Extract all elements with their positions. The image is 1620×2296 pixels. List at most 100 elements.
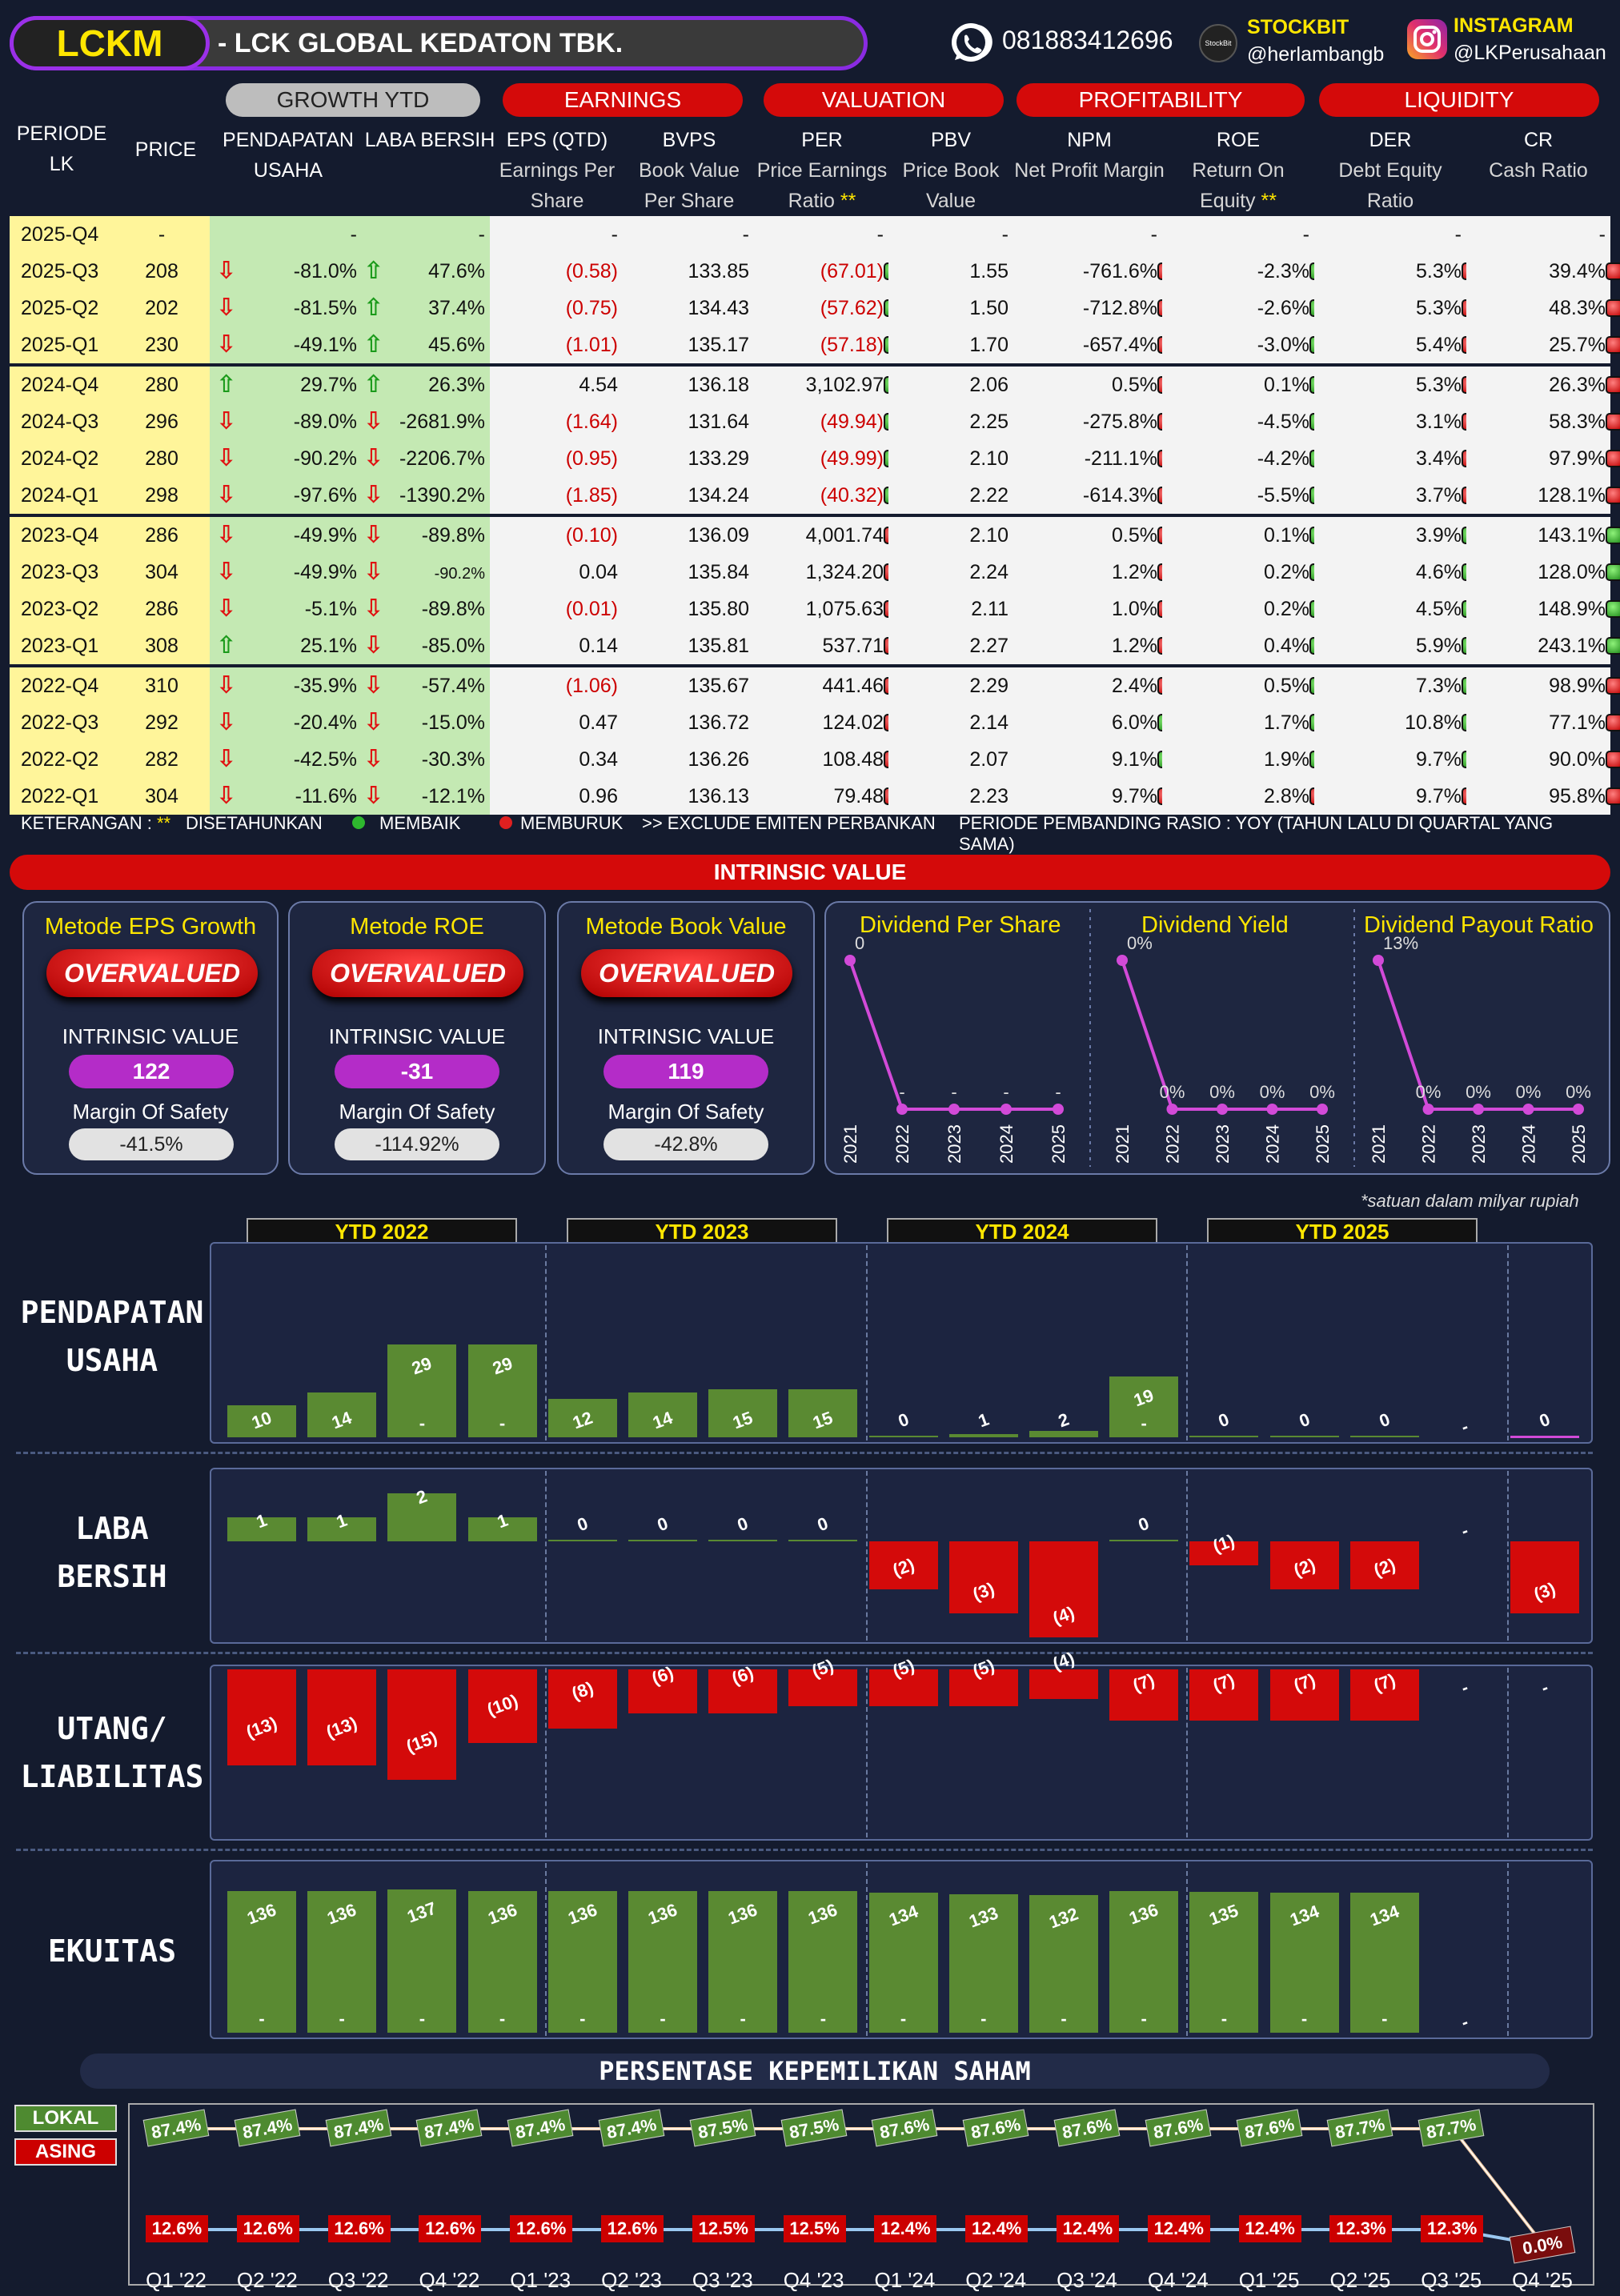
cell-npm-value: 6.0%: [1112, 711, 1157, 734]
cell-per-value: 1,324.20: [805, 561, 884, 583]
cell-roe-value: 2.8%: [1264, 785, 1309, 807]
dividend-point: [1422, 1104, 1434, 1115]
cell-revenue-growth-value: -89.0%: [293, 411, 357, 433]
cell-roe-value: 0.2%: [1264, 561, 1309, 583]
cell-revenue-growth: -: [210, 216, 362, 253]
cell-price-value: 286: [145, 598, 178, 620]
cell-cr-value: 90.0%: [1549, 748, 1606, 771]
cell-pbv: 2.14: [888, 704, 1013, 741]
bar-mark: [868, 1893, 938, 2033]
cell-der-value: 4.6%: [1416, 561, 1462, 583]
cell-cr: 243.1%: [1466, 627, 1620, 664]
cell-eps-value: 0.04: [579, 561, 618, 583]
cell-periode-value: 2024-Q3: [21, 411, 99, 433]
dividend-label: 0%: [1466, 1082, 1491, 1102]
cell-periode: 2024-Q1: [10, 477, 114, 514]
asing-value: 12.6%: [419, 2215, 482, 2242]
dividend-point: [844, 955, 856, 966]
bar-mark: [227, 1890, 296, 2033]
cell-price-value: 230: [145, 334, 178, 356]
cell-cr-value: 128.0%: [1538, 561, 1606, 583]
cell-net-growth-value: -12.1%: [421, 785, 485, 807]
bar-mark: [307, 1392, 377, 1437]
year-separator: [544, 1471, 547, 1641]
year-separator: [544, 1668, 547, 1837]
cell-cr: 25.7%: [1466, 327, 1620, 363]
cell-cr: 39.4%: [1466, 253, 1620, 290]
cell-cr: 26.3%: [1466, 367, 1620, 403]
cell-npm: -614.3%: [1013, 477, 1175, 514]
section-divider: [16, 1652, 1593, 1654]
bar-dash-label: -: [419, 2009, 426, 2029]
dividend-label: 13%: [1383, 933, 1418, 953]
header-cr-sub: Cash Ratio: [1489, 159, 1588, 182]
year-separator: [544, 1245, 547, 1441]
table-row: 2024-Q4 280 29.7% ⇧ 26.3% ⇧ 4.54 136.18 3,102.97…: [10, 367, 1620, 403]
cell-roe: 0.1%: [1162, 367, 1327, 403]
cell-price: 208: [114, 253, 210, 290]
header-cr: CR: [1523, 129, 1554, 151]
cell-roe: 0.2%: [1162, 554, 1327, 591]
cell-roe-value: -4.2%: [1257, 447, 1309, 470]
cell-price: 230: [114, 327, 210, 363]
cell-price-value: 308: [145, 635, 178, 657]
cell-eps-value: 0.47: [579, 711, 618, 734]
bar-dash-label: -: [1061, 2009, 1067, 2029]
cell-net-growth-value: -89.8%: [421, 524, 485, 547]
bar-mark: [1189, 1436, 1259, 1437]
arrow-down-icon: ⇩: [363, 559, 384, 585]
cell-der: 5.9%: [1314, 627, 1479, 664]
cell-bvps: 135.17: [623, 327, 754, 363]
cell-per-value: (57.62): [820, 297, 884, 319]
legend-period: PERIODE PEMBANDING RASIO : YOY (TAHUN LA…: [959, 813, 1554, 854]
dividend-point: [1573, 1104, 1584, 1115]
arrow-down-icon: ⇩: [216, 482, 237, 508]
cell-revenue-growth: 25.1% ⇧: [210, 627, 362, 664]
bar-mark: [708, 1669, 778, 1714]
cell-revenue-growth: -35.9% ⇩: [210, 667, 362, 704]
dividend-year: 2021: [1369, 1124, 1389, 1164]
cell-cr-value: 26.3%: [1549, 374, 1606, 396]
section-label: PENDAPATAN USAHA: [20, 1295, 204, 1378]
cell-eps: (1.01): [490, 327, 623, 363]
instagram-label: INSTAGRAM: [1454, 14, 1574, 37]
cell-pbv-value: 2.10: [969, 447, 1008, 470]
header-pbv: PBV: [930, 129, 972, 151]
year-separator: [1507, 1668, 1510, 1837]
cell-pbv-value: 2.07: [969, 748, 1008, 771]
dpr-title: Dividend Payout Ratio: [1364, 912, 1594, 938]
year-separator: [1507, 1471, 1510, 1641]
dividend-label: 0%: [1516, 1082, 1542, 1102]
cell-bvps-value: 136.18: [688, 374, 749, 396]
whatsapp-icon: [949, 21, 992, 64]
cell-bvps-value: 135.80: [688, 598, 749, 620]
cell-npm: 2.4%: [1013, 667, 1175, 704]
cell-npm-value: 1.0%: [1112, 598, 1157, 620]
year-separator: [1186, 1863, 1189, 2036]
cell-cr-value: 143.1%: [1538, 524, 1606, 547]
cell-revenue-growth-value: -81.5%: [293, 297, 357, 319]
unit-note: *satuan dalam milyar rupiah: [1361, 1191, 1579, 1211]
arrow-down-icon: ⇩: [216, 672, 237, 699]
bar-mark: [467, 1517, 537, 1541]
bar-mark: [547, 1399, 617, 1437]
cell-eps: -: [490, 216, 623, 253]
worsening-dot-icon: [1606, 487, 1620, 504]
cell-per-value: 3,102.97: [805, 374, 884, 396]
cell-bvps-value: 133.85: [688, 260, 749, 282]
bar-mark: [788, 1389, 858, 1437]
cell-der-value: 3.4%: [1416, 447, 1462, 470]
cell-net-growth: -12.1% ⇩: [362, 778, 490, 815]
quarter-label: Q1 '23: [510, 2268, 571, 2292]
bar-mark: [387, 1344, 457, 1437]
asing-value: 12.4%: [965, 2215, 1029, 2242]
header-per-sub: Price Earnings Ratio: [756, 159, 888, 212]
arrow-down-icon: ⇩: [363, 632, 384, 659]
cell-revenue-growth-value: -97.6%: [293, 484, 357, 507]
ytd-year-label: YTD 2022: [247, 1218, 517, 1245]
asing-value: 12.4%: [1057, 2215, 1119, 2242]
dividend-year: 2022: [1163, 1124, 1183, 1164]
cell-der: 5.3%: [1314, 253, 1479, 290]
dividend-point: [1117, 955, 1128, 966]
bar-mark: [1349, 1669, 1419, 1721]
